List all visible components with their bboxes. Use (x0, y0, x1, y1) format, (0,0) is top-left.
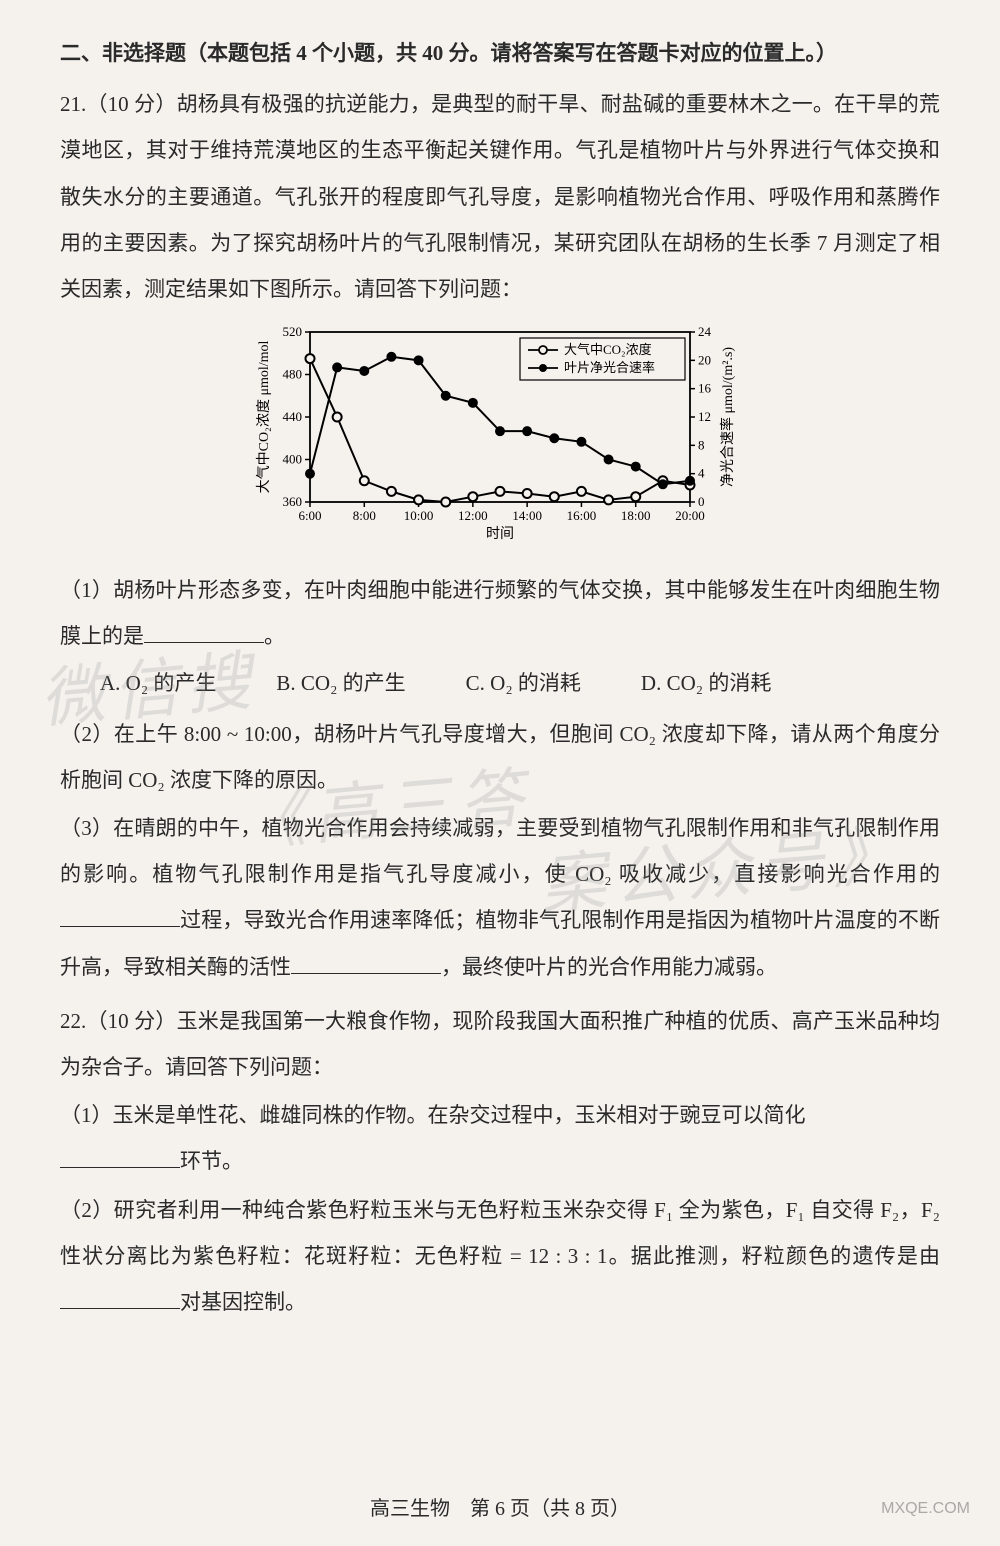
svg-text:叶片净光合速率: 叶片净光合速率 (564, 360, 655, 375)
q21-sub3-p1: （3）在晴朗的中午，植物光合作用会持续减弱，主要受到植物气孔限制作用和非气孔限制… (60, 816, 940, 886)
q22-text: 22.（10 分）玉米是我国第一大粮食作物，现阶段我国大面积推广种植的优质、高产… (60, 998, 940, 1090)
q22-sub2-p2: 对基因控制。 (180, 1290, 306, 1314)
svg-text:400: 400 (283, 452, 303, 467)
blank (60, 902, 180, 927)
q21-sub1-suffix: 。 (264, 624, 285, 648)
svg-text:360: 360 (283, 494, 303, 509)
svg-text:10:00: 10:00 (404, 508, 434, 523)
q21-sub3: （3）在晴朗的中午，植物光合作用会持续减弱，主要受到植物气孔限制作用和非气孔限制… (60, 805, 940, 990)
question-21: 21.（10 分）胡杨具有极强的抗逆能力，是典型的耐干旱、耐盐碱的重要林木之一。… (60, 81, 940, 990)
chart-svg: 360 400 440 480 520 0 4 8 12 16 20 24 6:00 8:00 10:00 1… (240, 322, 760, 552)
q22-sub1-p1: （1）玉米是单性花、雌雄同株的作物。在杂交过程中，玉米相对于豌豆可以简化 (60, 1103, 806, 1127)
section-header: 二、非选择题（本题包括 4 个小题，共 40 分。请将答案写在答题卡对应的位置上… (60, 30, 940, 76)
svg-text:18:00: 18:00 (621, 508, 651, 523)
svg-text:4: 4 (698, 466, 705, 481)
q21-options: A. O₂ 的产生 B. CO₂ 的产生 C. O₂ 的消耗 D. CO₂ 的消… (100, 660, 940, 706)
page-footer: 高三生物 第 6 页（共 8 页） (0, 1487, 1000, 1531)
q21-sub1: （1）胡杨叶片形态多变，在叶肉细胞中能进行频繁的气体交换，其中能够发生在叶肉细胞… (60, 567, 940, 659)
blank (291, 948, 441, 973)
q22-number: 22. (60, 1009, 86, 1033)
q21-number: 21. (60, 92, 86, 116)
option-d: D. CO₂ 的消耗 (641, 660, 771, 706)
q21-text: 21.（10 分）胡杨具有极强的抗逆能力，是典型的耐干旱、耐盐碱的重要林木之一。… (60, 81, 940, 312)
svg-text:净光合速率 μmol/(m².s): 净光合速率 μmol/(m².s) (719, 347, 736, 487)
q22-sub1-p2: 环节。 (180, 1149, 243, 1173)
question-22: 22.（10 分）玉米是我国第一大粮食作物，现阶段我国大面积推广种植的优质、高产… (60, 998, 940, 1325)
svg-text:20:00: 20:00 (675, 508, 705, 523)
q21-points: （10 分） (86, 92, 176, 116)
option-c: C. O₂ 的消耗 (466, 660, 581, 706)
svg-text:16: 16 (698, 381, 712, 396)
svg-text:8: 8 (698, 437, 705, 452)
corner-watermark: MXQE.COM (881, 1491, 970, 1526)
q21-body: 胡杨具有极强的抗逆能力，是典型的耐干旱、耐盐碱的重要林木之一。在干旱的荒漠地区，… (60, 92, 940, 301)
svg-text:大气中CO₂浓度: 大气中CO₂浓度 (564, 342, 652, 357)
q22-points: （10 分） (86, 1009, 176, 1033)
svg-text:520: 520 (283, 324, 303, 339)
svg-text:480: 480 (283, 367, 303, 382)
q22-sub2-p1: （2）研究者利用一种纯合紫色籽粒玉米与无色籽粒玉米杂交得 F₁ 全为紫色，F₁ … (60, 1198, 940, 1268)
svg-text:大气中CO₂浓度 μmol/mol: 大气中CO₂浓度 μmol/mol (256, 341, 272, 494)
blank (60, 1284, 180, 1309)
q22-body: 玉米是我国第一大粮食作物，现阶段我国大面积推广种植的优质、高产玉米品种均为杂合子… (60, 1009, 940, 1079)
q21-sub3-p3: ，最终使叶片的光合作用能力减弱。 (441, 955, 777, 979)
svg-text:12:00: 12:00 (458, 508, 488, 523)
svg-text:16:00: 16:00 (567, 508, 597, 523)
blank (144, 618, 264, 643)
svg-text:12: 12 (698, 409, 711, 424)
q22-sub2: （2）研究者利用一种纯合紫色籽粒玉米与无色籽粒玉米杂交得 F₁ 全为紫色，F₁ … (60, 1187, 940, 1326)
svg-text:0: 0 (698, 494, 705, 509)
q21-sub2: （2）在上午 8:00 ~ 10:00，胡杨叶片气孔导度增大，但胞间 CO₂ 浓… (60, 711, 940, 803)
svg-text:时间: 时间 (486, 526, 514, 542)
q22-sub1: （1）玉米是单性花、雌雄同株的作物。在杂交过程中，玉米相对于豌豆可以简化环节。 (60, 1092, 940, 1184)
svg-text:14:00: 14:00 (512, 508, 542, 523)
svg-text:6:00: 6:00 (298, 508, 321, 523)
option-b: B. CO₂ 的产生 (276, 660, 405, 706)
svg-text:24: 24 (698, 324, 712, 339)
svg-text:8:00: 8:00 (353, 508, 376, 523)
svg-text:20: 20 (698, 352, 711, 367)
option-a: A. O₂ 的产生 (100, 660, 216, 706)
blank (60, 1143, 180, 1168)
chart: 360 400 440 480 520 0 4 8 12 16 20 24 6:00 8:00 10:00 1… (240, 322, 760, 552)
svg-text:440: 440 (283, 409, 303, 424)
